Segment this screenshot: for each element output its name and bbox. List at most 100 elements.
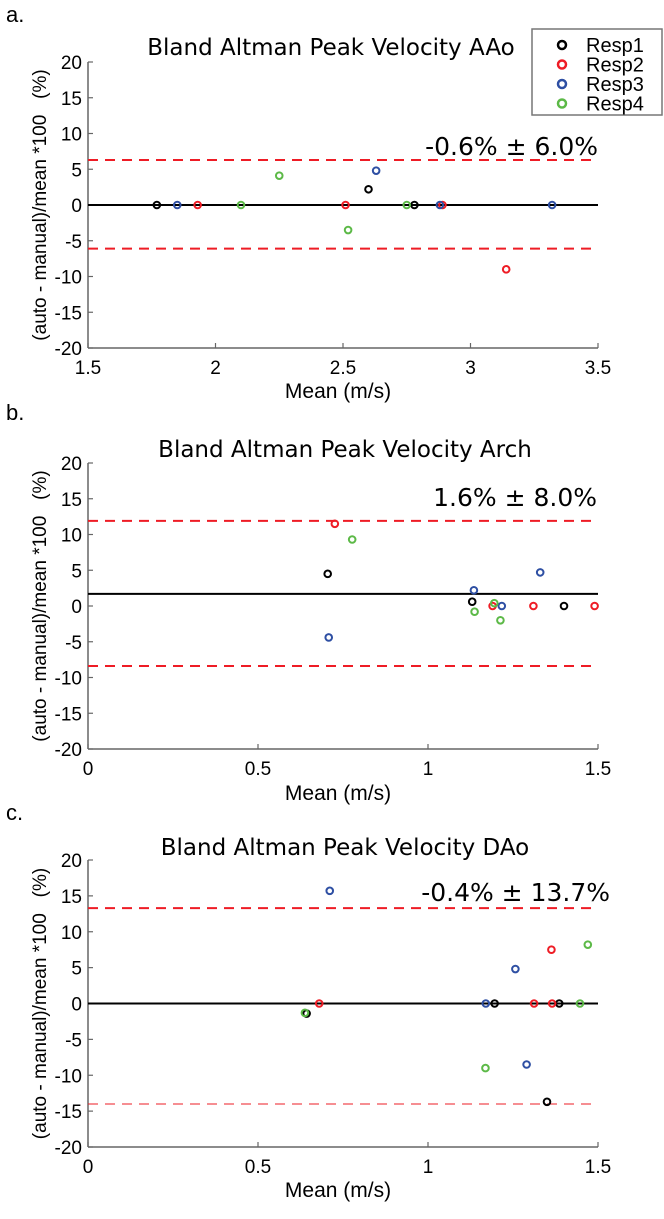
- panel-label: b.: [6, 400, 24, 425]
- point-resp1: [559, 601, 569, 611]
- legend-label: Resp3: [586, 74, 644, 96]
- x-axis-label: Mean (m/s): [285, 380, 391, 403]
- point-resp2: [590, 601, 599, 611]
- y-axis-label: (auto - manual)/mean *100 (%): [30, 868, 51, 1139]
- x-tick-label: 1.5: [585, 1157, 611, 1178]
- x-tick-label: 0: [83, 759, 94, 780]
- panel-label: c.: [6, 800, 23, 825]
- point-resp2: [193, 200, 202, 210]
- x-tick-label: 1.5: [75, 358, 101, 379]
- chart-title: Bland Altman Peak Velocity DAo: [161, 835, 529, 861]
- point-resp2: [529, 999, 539, 1008]
- point-resp2: [341, 200, 350, 210]
- x-tick-label: 3: [465, 358, 476, 379]
- y-tick-label: 5: [71, 561, 82, 582]
- point-resp4: [575, 999, 585, 1008]
- point-resp4: [343, 225, 353, 235]
- x-tick-label: 1: [423, 759, 434, 780]
- point-resp1: [410, 200, 419, 210]
- point-resp4: [496, 616, 505, 625]
- x-tick-label: 0.5: [245, 759, 271, 780]
- point-resp3: [547, 200, 557, 210]
- legend-label: Resp1: [586, 35, 644, 57]
- y-tick-label: 10: [61, 526, 82, 547]
- y-tick-label: 15: [61, 887, 82, 908]
- point-resp3: [522, 1060, 531, 1069]
- point-resp1: [490, 999, 499, 1008]
- y-tick-label: 10: [61, 923, 82, 944]
- point-resp4: [274, 171, 284, 180]
- mean-sd-annotation: -0.4% ± 13.7%: [421, 878, 610, 907]
- x-tick-label: 2: [210, 358, 221, 379]
- panel-b: b. Bland Altman Peak Velocity Arch 1.6% ± …: [6, 400, 611, 805]
- point-resp4: [490, 598, 499, 608]
- y-tick-label: -5: [65, 1030, 82, 1051]
- point-resp4: [236, 200, 246, 210]
- point-resp1: [152, 200, 162, 210]
- legend-label: Resp4: [586, 94, 644, 116]
- x-tick-label: 2.5: [330, 358, 356, 379]
- y-tick-label: -20: [55, 740, 82, 761]
- y-axis-label: (auto - manual)/mean *100 (%): [30, 69, 51, 340]
- point-resp3: [324, 633, 334, 642]
- point-resp3: [511, 964, 520, 974]
- point-resp2: [529, 601, 538, 611]
- chart-title: Bland Altman Peak Velocity Arch: [158, 437, 532, 463]
- y-tick-label: 20: [61, 454, 82, 475]
- legend-box: [531, 28, 663, 116]
- panel-a: a. Bland Altman Peak Velocity AAo -0.6% ± …: [6, 2, 611, 403]
- point-resp1: [364, 184, 373, 194]
- point-resp2: [501, 265, 511, 274]
- x-tick-label: 0: [83, 1157, 94, 1178]
- x-tick-label: 1.5: [585, 759, 611, 780]
- y-tick-label: 15: [61, 89, 82, 110]
- y-tick-label: 5: [71, 959, 82, 980]
- point-resp4: [583, 940, 593, 949]
- y-tick-label: 5: [71, 160, 82, 181]
- point-resp3: [469, 585, 479, 595]
- y-tick-label: 15: [61, 490, 82, 511]
- x-tick-label: 3.5: [585, 358, 611, 379]
- x-tick-label: 0.5: [245, 1157, 271, 1178]
- point-resp1: [467, 597, 477, 607]
- legend-marker-resp4: [556, 98, 568, 109]
- point-resp3: [497, 601, 507, 611]
- legend-marker-resp1: [556, 39, 568, 51]
- mean-sd-annotation: -0.6% ± 6.0%: [425, 132, 598, 161]
- point-resp1: [542, 1097, 552, 1107]
- point-resp3: [371, 166, 381, 175]
- y-tick-label: -20: [55, 339, 82, 360]
- point-resp3: [172, 200, 182, 210]
- point-resp4: [481, 1063, 490, 1073]
- y-tick-label: -5: [65, 232, 82, 253]
- y-tick-label: 0: [71, 995, 82, 1016]
- point-resp3: [481, 999, 491, 1008]
- y-tick-label: -20: [55, 1138, 82, 1159]
- point-resp2: [314, 999, 324, 1008]
- x-tick-label: 1: [423, 1157, 434, 1178]
- y-tick-label: 0: [71, 597, 82, 618]
- y-tick-label: -15: [55, 303, 82, 324]
- panel-c: c. Bland Altman Peak Velocity DAo -0.4% ± …: [6, 800, 611, 1202]
- point-resp2: [547, 945, 556, 954]
- point-resp3: [435, 200, 445, 210]
- y-tick-label: 10: [61, 125, 82, 146]
- y-tick-label: -15: [55, 704, 82, 725]
- point-resp1: [323, 569, 333, 579]
- legend-label: Resp2: [586, 55, 644, 77]
- point-resp3: [325, 886, 335, 896]
- point-resp4: [470, 607, 479, 617]
- y-tick-label: 20: [61, 851, 82, 872]
- point-resp4: [300, 1008, 310, 1018]
- y-tick-label: -10: [55, 268, 82, 289]
- y-tick-label: -10: [55, 669, 82, 690]
- y-tick-label: -15: [55, 1102, 82, 1123]
- point-resp4: [347, 535, 357, 544]
- point-resp4: [402, 200, 412, 210]
- legend-marker-resp3: [556, 78, 568, 90]
- chart-title: Bland Altman Peak Velocity AAo: [147, 35, 515, 61]
- y-tick-label: -10: [55, 1066, 82, 1087]
- x-axis-label: Mean (m/s): [285, 1179, 391, 1202]
